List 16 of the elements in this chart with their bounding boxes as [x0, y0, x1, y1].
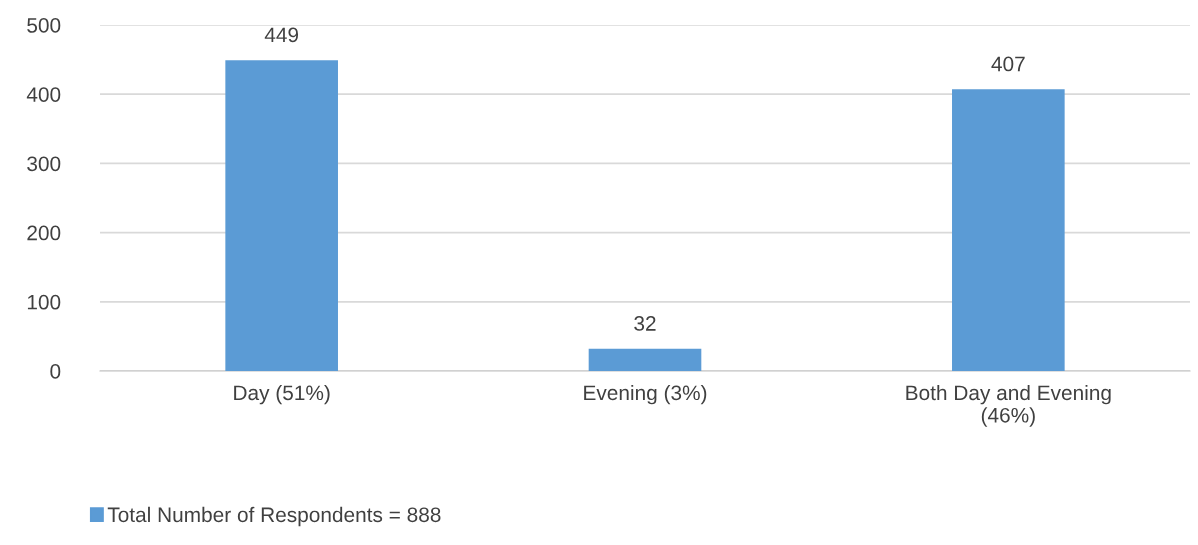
bar — [952, 89, 1065, 371]
y-tick-label: 400 — [26, 87, 61, 102]
data-label: 407 — [991, 56, 1025, 72]
x-tick-label: Day (51%) — [234, 384, 330, 405]
y-tick-label: 100 — [27, 294, 61, 310]
legend-label: Total Number of Respondents = 888 — [107, 506, 441, 527]
y-tick-label: 500 — [27, 18, 61, 33]
x-tick-label: Evening (3%) — [584, 384, 707, 405]
y-tick-label: 300 — [27, 156, 61, 172]
data-label: 32 — [634, 316, 656, 331]
bar — [225, 60, 338, 371]
y-tick-label: 200 — [27, 225, 61, 241]
bar — [588, 348, 702, 371]
x-tick-label: Both Day and Evening (46%) — [906, 384, 1111, 427]
y-tick-label: 0 — [50, 364, 61, 379]
data-label: 449 — [264, 27, 299, 43]
